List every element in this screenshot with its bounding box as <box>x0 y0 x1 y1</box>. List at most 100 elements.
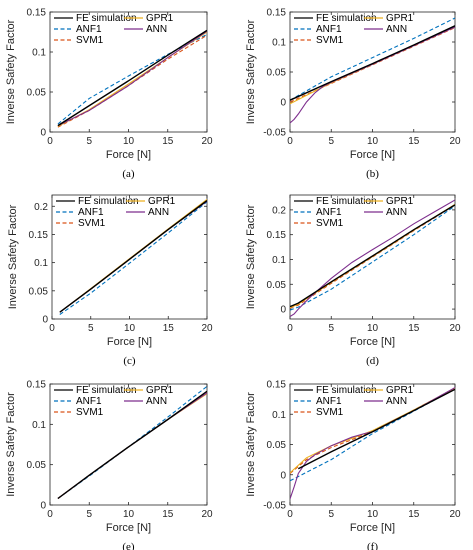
panel-a-series-ann <box>57 30 207 127</box>
panel-d-ylabel: Inverse Safety Factor <box>245 204 257 309</box>
panel-d-legend-label-fe-simulation: FE simulation <box>316 196 377 207</box>
panel-e-caption: (e) <box>122 541 135 550</box>
panel-b-legend-label-gpr1: GPR1 <box>386 13 414 24</box>
panel-b-xlabel: Force [N] <box>350 149 395 161</box>
panel-b-legend-label-svm1: SVM1 <box>316 35 344 46</box>
panel-c-ytick-label: 0.2 <box>34 202 48 213</box>
panel-a-ytick-label: 0.15 <box>27 8 47 19</box>
panel-d-series-svm1 <box>290 204 455 309</box>
panel-a-legend-label-svm1: SVM1 <box>76 35 104 46</box>
panel-c-xlabel: Force [N] <box>107 336 152 348</box>
panel-e-xtick-label: 5 <box>86 509 92 520</box>
panel-e-ytick-label: 0.15 <box>27 380 47 391</box>
panel-a-ytick-label: 0.05 <box>27 88 47 99</box>
panel-a-xtick-label: 5 <box>86 136 92 147</box>
panel-c-ylabel: Inverse Safety Factor <box>7 204 19 309</box>
panel-c-ytick-label: 0.1 <box>34 258 48 269</box>
panel-d-series-ann <box>290 199 455 317</box>
panel-a-ylabel: Inverse Safety Factor <box>5 19 17 124</box>
panel-c-series-fe-simulation <box>59 200 207 313</box>
panel-f-legend-label-fe-simulation: FE simulation <box>316 385 377 396</box>
panel-a-series-fe-simulation <box>57 29 207 127</box>
panel-b-ytick-label: 0.1 <box>272 38 286 49</box>
panel-b-axes-box <box>289 11 456 133</box>
panel-b-xtick-label: 10 <box>367 136 379 147</box>
panel-f-xtick-label: 10 <box>367 509 379 520</box>
panel-e-legend-label-anf1: ANF1 <box>76 396 102 407</box>
panel-b-legend-label-anf1: ANF1 <box>316 24 342 35</box>
panel-d-caption: (d) <box>366 355 379 367</box>
panel-d-series-fe-simulation <box>290 204 455 308</box>
panel-b-ytick-label: 0.05 <box>267 68 287 79</box>
panel-d-legend-label-ann: ANN <box>386 207 407 218</box>
panel-c-legend-label-anf1: ANF1 <box>78 207 104 218</box>
panel-d-series-anf1 <box>290 205 455 311</box>
panel-c-xtick-label: 15 <box>163 323 175 334</box>
panel-f-xtick-label: 5 <box>328 509 334 520</box>
panel-b-ytick-label: -0.05 <box>263 128 286 139</box>
panel-f-series-fe-simulation <box>297 388 455 470</box>
panel-f-xtick-label: 0 <box>287 509 293 520</box>
panel-d-xtick-label: 15 <box>408 323 420 334</box>
panel-a-xlabel: Force [N] <box>106 149 151 161</box>
panel-b-legend-label-ann: ANN <box>386 24 407 35</box>
panel-f-ytick-label: 0 <box>280 470 286 481</box>
panel-e-series-fe-simulation <box>57 390 207 500</box>
panel-b-caption: (b) <box>366 168 379 180</box>
panel-c: 0 5 10 15 20 0 0.05 0.1 0.15 0.2 Force [N] Inverse … <box>7 194 213 367</box>
panel-e-ylabel: Inverse Safety Factor <box>5 392 17 497</box>
panel-a-legend-label-fe-simulation: FE simulation <box>76 13 137 24</box>
panel-b-ylabel: Inverse Safety Factor <box>245 19 257 124</box>
panel-d-xtick-label: 20 <box>449 323 461 334</box>
panel-d-ytick-label: 0.1 <box>272 255 286 266</box>
panel-c-series-anf1 <box>59 201 207 315</box>
panel-a-xtick-label: 10 <box>123 136 135 147</box>
panel-c-legend-label-gpr1: GPR1 <box>148 196 176 207</box>
panel-e-xtick-label: 20 <box>201 509 213 520</box>
panel-a-xtick-label: 0 <box>47 136 53 147</box>
panel-d-legend-label-svm1: SVM1 <box>316 218 344 229</box>
panel-d-xlabel: Force [N] <box>350 336 395 348</box>
panel-b-series-fe-simulation <box>290 25 455 101</box>
panel-b-xtick-label: 20 <box>449 136 461 147</box>
panel-f-ytick-label: 0.05 <box>267 440 287 451</box>
panel-c-legend-label-svm1: SVM1 <box>78 218 106 229</box>
panel-d: 0 5 10 15 20 0 0.05 0.1 0.15 0.2 Force [N] Inverse … <box>245 194 461 367</box>
panel-b-xtick-label: 5 <box>328 136 334 147</box>
panel-e-ytick-label: 0.05 <box>27 460 47 471</box>
panel-f-ytick-label: 0.15 <box>267 380 287 391</box>
panel-d-ytick-label: 0.05 <box>267 280 287 291</box>
panel-b-xtick-label: 0 <box>287 136 293 147</box>
panel-b-legend-label-fe-simulation: FE simulation <box>316 13 377 24</box>
panel-c-caption: (c) <box>123 355 136 367</box>
panel-f-legend-label-ann: ANN <box>386 396 407 407</box>
panel-a-axes-box <box>49 11 208 133</box>
panel-a: 0 5 10 15 20 0 0.05 0.1 0.15 Force [N] Inverse Saf… <box>5 8 213 181</box>
panel-d-xtick-label: 10 <box>367 323 379 334</box>
panel-f-ylabel: Inverse Safety Factor <box>245 392 257 497</box>
panel-a-xtick-label: 20 <box>201 136 213 147</box>
panel-c-ytick-label: 0.05 <box>29 286 49 297</box>
panel-a-legend-label-anf1: ANF1 <box>76 24 102 35</box>
panel-d-ytick-label: 0 <box>280 305 286 316</box>
panel-d-ytick-label: 0.2 <box>272 205 286 216</box>
panel-f-ytick-label: -0.05 <box>263 501 286 512</box>
panel-e-ytick-label: 0.1 <box>32 420 46 431</box>
panel-d-legend-label-anf1: ANF1 <box>316 207 342 218</box>
panel-c-ytick-label: 0.15 <box>29 230 49 241</box>
panel-a-caption: (a) <box>122 168 135 180</box>
panel-d-xtick-label: 0 <box>287 323 293 334</box>
panel-b-ytick-label: 0.15 <box>267 8 287 19</box>
panel-b-xtick-label: 15 <box>408 136 420 147</box>
panel-e-xtick-label: 15 <box>162 509 174 520</box>
panel-d-ytick-label: 0.15 <box>267 230 287 241</box>
panel-a-xtick-label: 15 <box>162 136 174 147</box>
panel-e-legend-label-svm1: SVM1 <box>76 407 104 418</box>
panel-c-ytick-label: 0 <box>42 315 48 326</box>
panel-c-xtick-label: 20 <box>201 323 213 334</box>
